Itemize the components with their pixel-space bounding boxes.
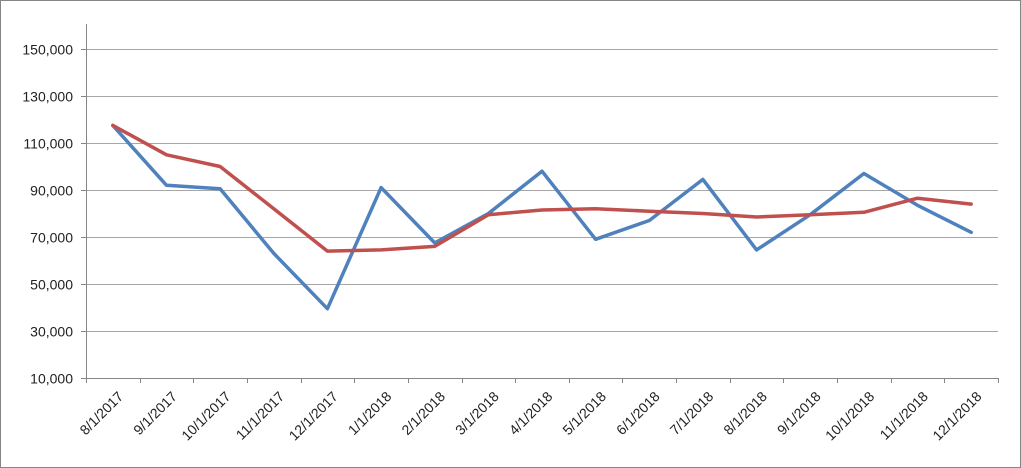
y-tick-label: 10,000 xyxy=(30,371,73,387)
x-tick-label: 12/1/2018 xyxy=(929,388,985,444)
x-tick-label: 3/1/2018 xyxy=(452,388,502,438)
series-line-1 xyxy=(111,123,973,311)
x-tick-label: 2/1/2018 xyxy=(398,388,448,438)
x-tick-label: 9/1/2017 xyxy=(130,388,180,438)
y-tick-label: 70,000 xyxy=(30,230,73,246)
x-tick-label: 12/1/2017 xyxy=(286,388,342,444)
x-tick-label: 10/1/2017 xyxy=(178,388,234,444)
y-tick-label: 150,000 xyxy=(22,42,73,58)
x-tick-label: 10/1/2018 xyxy=(822,388,878,444)
x-tick-label: 8/1/2018 xyxy=(720,388,770,438)
y-tick-label: 110,000 xyxy=(23,136,73,152)
axes xyxy=(81,24,999,383)
y-axis-tick-labels: 10,000 30,000 50,000 70,000 90,000 110,000 130… xyxy=(22,42,73,387)
series-lines xyxy=(111,123,973,311)
x-tick-label: 7/1/2018 xyxy=(667,388,717,438)
gridlines xyxy=(86,49,998,332)
x-tick-label: 8/1/2017 xyxy=(76,388,126,438)
x-tick-label: 9/1/2018 xyxy=(774,388,824,438)
series-line-2 xyxy=(111,123,973,253)
x-tick-label: 11/1/2018 xyxy=(876,388,931,443)
x-tick-label: 5/1/2018 xyxy=(559,388,609,438)
y-tick-label: 30,000 xyxy=(30,324,73,340)
y-tick-label: 50,000 xyxy=(30,277,73,293)
x-tick-label: 6/1/2018 xyxy=(613,388,663,438)
x-tick-label: 1/1/2018 xyxy=(345,388,395,438)
x-tick-label: 11/1/2017 xyxy=(233,388,288,443)
y-tick-label: 130,000 xyxy=(22,89,73,105)
y-tick-label: 90,000 xyxy=(30,183,73,199)
x-tick-label: 4/1/2018 xyxy=(506,388,556,438)
